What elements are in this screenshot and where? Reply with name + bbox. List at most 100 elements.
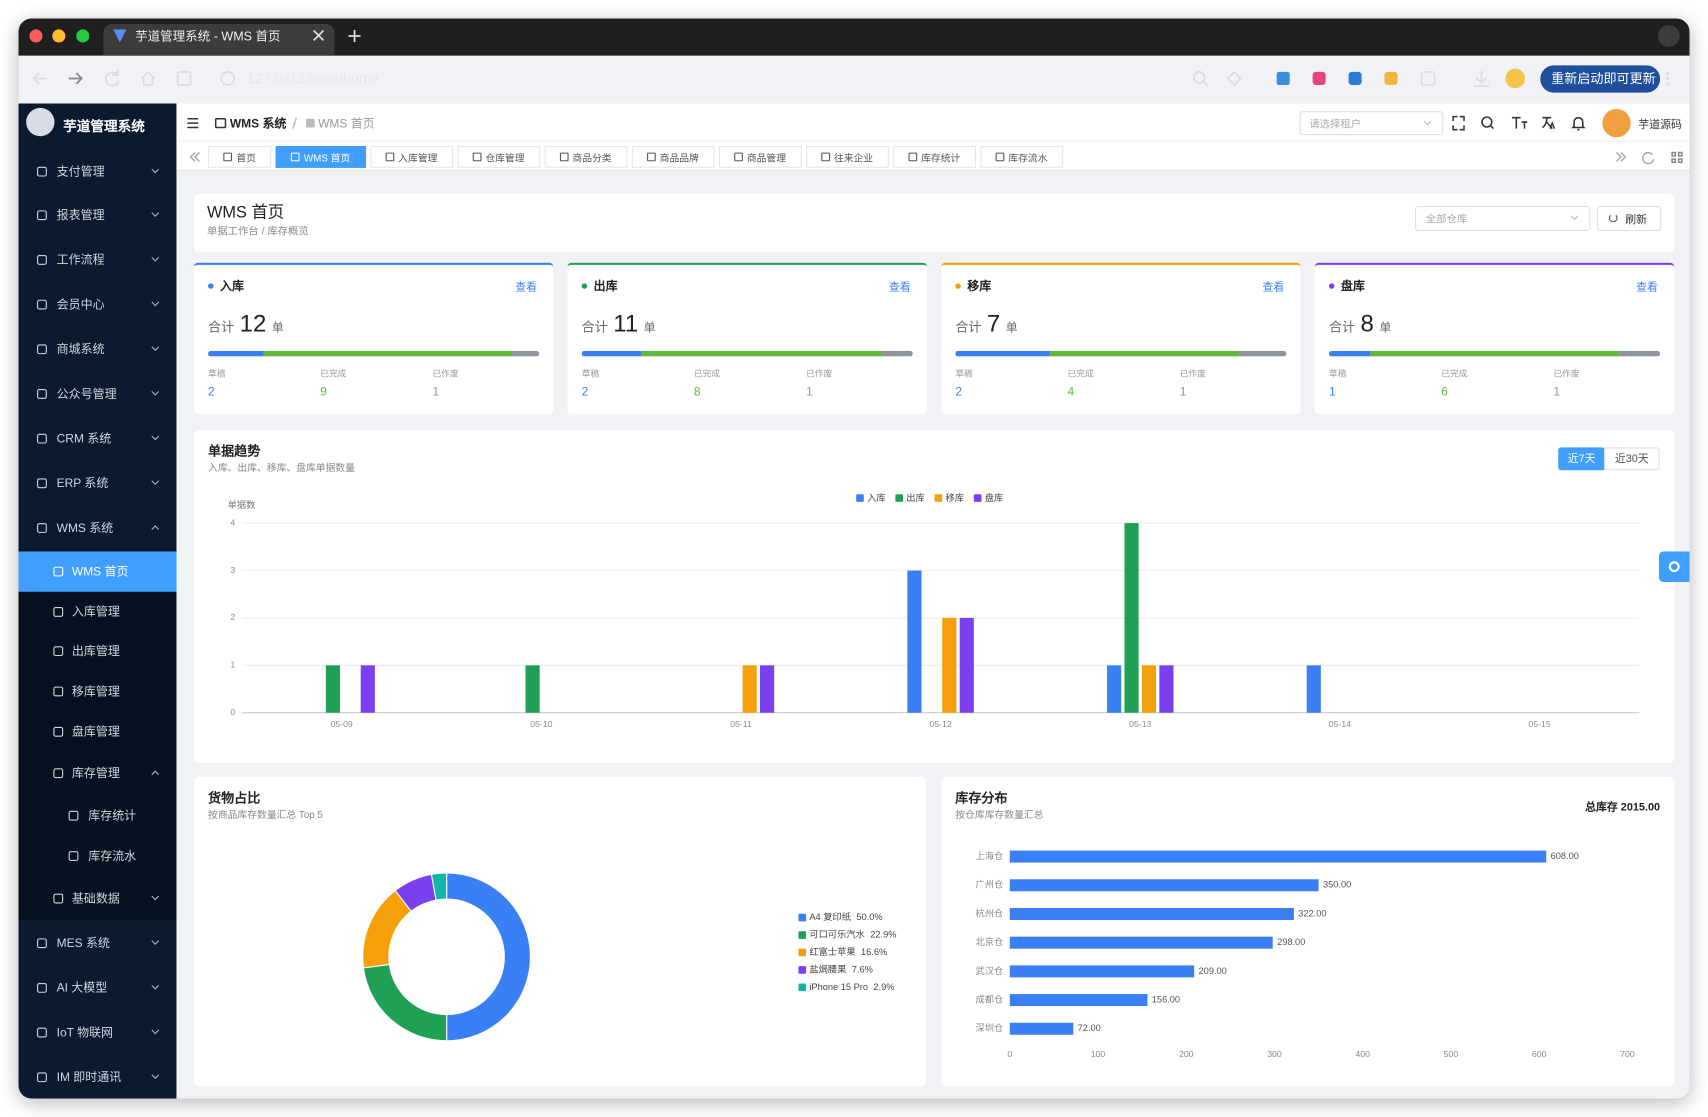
tab[interactable]: 库存统计	[892, 146, 976, 168]
menu-item[interactable]: WMS 首页	[71, 565, 129, 579]
zoom[interactable]	[1193, 71, 1206, 84]
menu-item[interactable]: AI 大模型	[56, 981, 108, 995]
fullscreen[interactable]	[1452, 115, 1465, 131]
min-light[interactable]	[52, 29, 66, 43]
tab-icon	[223, 152, 233, 162]
menu-item[interactable]: 商城系统	[56, 343, 105, 357]
refresh-label[interactable]: 刷新	[1625, 214, 1648, 227]
extension[interactable]	[1384, 71, 1398, 86]
value-label: 156.00	[1152, 995, 1180, 1005]
close-light[interactable]	[29, 29, 43, 43]
range-button[interactable]	[1603, 447, 1660, 471]
stat-label: 已完成	[1067, 368, 1094, 379]
menu-item[interactable]: IoT 物联网	[56, 1026, 114, 1040]
reload[interactable]	[104, 69, 120, 87]
forward[interactable]	[68, 72, 83, 85]
progress-segment	[1328, 350, 1371, 357]
tab[interactable]: 商品分类	[544, 146, 627, 168]
menu-item[interactable]: 会员中心	[56, 298, 105, 312]
site-info[interactable]	[220, 71, 236, 86]
menu-item[interactable]: ERP 系统	[56, 477, 109, 491]
tab[interactable]: 库存流水	[979, 146, 1063, 168]
user-avatar[interactable]	[1602, 108, 1631, 138]
extension[interactable]	[1276, 71, 1290, 86]
menu-item[interactable]: CRM 系统	[56, 432, 112, 446]
menu-item[interactable]: WMS 系统	[56, 522, 114, 536]
tab-search[interactable]	[1657, 25, 1680, 47]
stat-label: 草稿	[581, 368, 600, 379]
tab[interactable]: 入库管理	[369, 146, 453, 168]
home[interactable]	[140, 70, 156, 86]
menu-item[interactable]: 出库管理	[71, 645, 120, 659]
font-size[interactable]	[1489, 116, 1528, 130]
tab[interactable]: 商品品牌	[631, 146, 715, 168]
menu-item[interactable]: 移库管理	[71, 685, 120, 699]
menu-item[interactable]: 报表管理	[56, 209, 105, 223]
range-label[interactable]: 近7天	[1568, 452, 1596, 465]
refresh-button[interactable]	[1596, 205, 1662, 232]
tabs-left[interactable]	[189, 152, 200, 162]
extensions[interactable]	[1420, 71, 1436, 86]
bar	[1009, 936, 1273, 949]
back[interactable]	[32, 72, 47, 85]
menu-item[interactable]: MES 系统	[56, 937, 110, 951]
tab[interactable]: 商品管理	[718, 146, 802, 168]
extension[interactable]	[1312, 71, 1326, 86]
collapse[interactable]	[187, 118, 199, 129]
profile[interactable]	[1505, 68, 1526, 89]
update-button[interactable]: 重新启动即可更新	[1540, 65, 1661, 93]
new-tab[interactable]	[348, 29, 361, 42]
menu-item[interactable]: 工作流程	[56, 253, 105, 268]
menu-item[interactable]: 盘库管理	[71, 725, 120, 739]
notifications[interactable]	[1571, 116, 1586, 131]
menu-item[interactable]: 公众号管理	[56, 387, 117, 402]
downloads[interactable]	[1473, 70, 1490, 87]
url: 127.0.0.1/wms/home	[247, 69, 379, 87]
range-label[interactable]: 近30天	[1615, 452, 1649, 465]
card-link[interactable]: 查看	[1636, 281, 1658, 294]
user-name[interactable]: 芋道源码	[1638, 119, 1682, 132]
menu-item[interactable]: 库存统计	[88, 809, 137, 823]
tabs-refresh[interactable]	[1642, 151, 1655, 165]
breadcrumb-home	[306, 118, 315, 128]
tab[interactable]: 往来企业	[805, 146, 889, 168]
trend-card	[193, 430, 1675, 763]
menu-item[interactable]: 基础数据	[71, 892, 120, 906]
tenant-select[interactable]	[1299, 111, 1444, 136]
extension[interactable]	[1348, 71, 1362, 86]
bookmark[interactable]	[1203, 70, 1242, 87]
tab[interactable]: WMS 首页	[275, 146, 366, 168]
card-link[interactable]: 查看	[515, 281, 538, 294]
max-light[interactable]	[76, 29, 90, 43]
browser-tab[interactable]	[103, 23, 335, 56]
tenant-placeholder: 请选择租户	[1309, 118, 1362, 131]
language[interactable]	[1542, 116, 1556, 130]
card-link[interactable]: 查看	[1262, 281, 1285, 294]
logo-text: 芋道管理系统	[63, 118, 145, 135]
sidebar-toggle[interactable]	[176, 71, 192, 86]
card-link[interactable]: 查看	[888, 281, 911, 294]
search[interactable]	[1481, 116, 1493, 128]
bar	[1107, 665, 1122, 713]
menu-item[interactable]: IM 即时通讯	[56, 1071, 122, 1085]
menu-item[interactable]: 库存管理	[71, 767, 120, 781]
breadcrumb[interactable]: WMS 系统	[229, 117, 287, 131]
tab-icon	[908, 152, 917, 162]
tab[interactable]: 仓库管理	[456, 146, 540, 168]
tabs-right[interactable]	[1615, 152, 1627, 162]
tab[interactable]: 首页	[208, 146, 272, 168]
menu-icon	[37, 254, 47, 265]
menu-dots[interactable]	[1666, 71, 1670, 86]
menu-item[interactable]: 库存流水	[88, 850, 137, 864]
tab-close[interactable]	[313, 29, 325, 41]
tabs-menu[interactable]	[1671, 151, 1683, 164]
warehouse-select[interactable]	[1415, 205, 1591, 232]
menu-active[interactable]	[18, 551, 177, 592]
menu-item[interactable]: 入库管理	[71, 605, 120, 620]
tab-label: 仓库管理	[485, 152, 525, 163]
menu-icon	[53, 606, 64, 617]
menu-item[interactable]: 支付管理	[56, 165, 105, 179]
y-axis-label: 单据数	[228, 499, 256, 510]
